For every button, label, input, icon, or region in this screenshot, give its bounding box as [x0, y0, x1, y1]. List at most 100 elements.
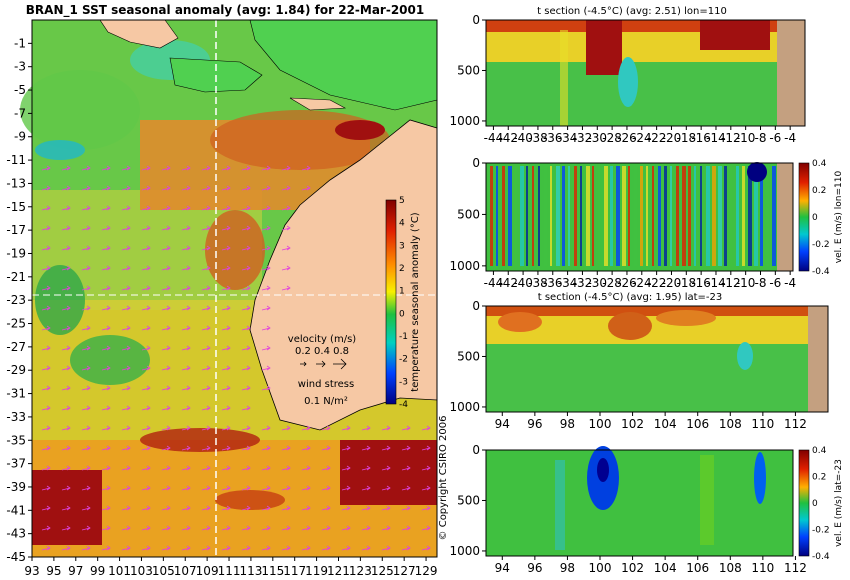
panel-x-tick-label: 98 — [560, 417, 575, 431]
velocity-vector — [141, 245, 151, 251]
velocity-vector — [41, 425, 51, 431]
velocity-vector — [261, 525, 271, 531]
panel-x-tick-label: -16 — [691, 276, 711, 290]
velocity-vector — [61, 505, 71, 511]
panel-colorbar-tick-label: 0.4 — [812, 159, 827, 169]
velocity-vector — [201, 445, 211, 451]
panel-3-y-ticks: 0 500 1000 — [449, 299, 486, 414]
panel-x-tick-label: -12 — [721, 276, 741, 290]
map-x-tick-label: 103 — [130, 564, 153, 578]
velocity-vector — [81, 525, 91, 531]
panel-x-tick-label: 112 — [784, 561, 807, 575]
velocity-vector — [421, 445, 431, 451]
velocity-vector — [241, 505, 251, 511]
map-colorbar-label: temperature seasonal anomaly (°C) — [410, 212, 421, 391]
velocity-stripe — [664, 166, 667, 266]
velocity-vector — [241, 205, 251, 211]
velocity-vector — [141, 405, 151, 411]
velocity-vector — [401, 545, 411, 551]
velocity-vector — [201, 305, 211, 311]
velocity-vector — [201, 225, 211, 231]
velocity-vector — [121, 205, 131, 211]
velocity-vector — [261, 265, 271, 271]
map-x-tick-label: 125 — [371, 564, 394, 578]
panel-y-tick-label: 0 — [472, 156, 480, 170]
velocity-vector — [341, 465, 351, 471]
panel-x-tick-label: 100 — [589, 417, 612, 431]
velocity-vector — [81, 245, 91, 251]
velocity-vector — [121, 265, 131, 271]
velocity-vector — [61, 545, 71, 551]
panel-x-tick-label: -8 — [755, 276, 767, 290]
map-y-tick-label: -23 — [6, 293, 26, 307]
velocity-vector — [281, 525, 291, 531]
velocity-vector — [181, 365, 191, 371]
velocity-vector — [201, 545, 211, 551]
panel-x-tick-label: -34 — [558, 276, 578, 290]
panel-y-tick-label: 1000 — [449, 544, 480, 558]
map-colorbar — [385, 199, 397, 405]
velocity-stripe — [700, 166, 702, 266]
velocity-stripe — [694, 166, 696, 266]
velocity-vector — [201, 265, 211, 271]
velocity-vector — [201, 385, 211, 391]
velocity-vector — [101, 245, 111, 251]
velocity-vector — [61, 265, 71, 271]
velocity-vector — [181, 525, 191, 531]
velocity-stripe — [748, 166, 752, 266]
velocity-vector — [161, 245, 171, 251]
velocity-vector — [221, 485, 231, 491]
panel-x-tick-label: 110 — [751, 417, 774, 431]
velocity-vector — [161, 505, 171, 511]
map-colorbar-tick-label: 1 — [399, 287, 405, 297]
velocity-vector — [101, 185, 111, 191]
velocity-vector — [181, 185, 191, 191]
velocity-vector — [161, 165, 171, 171]
panel-colorbar-tick-label: 0 — [812, 499, 818, 509]
velocity-vector — [201, 505, 211, 511]
velocity-stripe — [766, 166, 769, 266]
map-colorbar-tick-label: 0 — [399, 309, 405, 319]
velocity-stripe — [592, 166, 594, 266]
velocity-stripe — [550, 166, 552, 266]
panel-x-tick-label: -14 — [706, 131, 726, 145]
velocity-vector — [261, 545, 271, 551]
velocity-vector — [41, 545, 51, 551]
velocity-vector — [61, 425, 71, 431]
map-colorbar-tick-label: -3 — [399, 377, 408, 387]
velocity-vector — [261, 365, 271, 371]
velocity-vector — [81, 305, 91, 311]
map-y-tick-label: -45 — [6, 550, 26, 564]
velocity-stripe — [586, 166, 590, 266]
panel-colorbar-tick-label: -0.4 — [812, 552, 830, 562]
map-x-tick-label: 107 — [174, 564, 197, 578]
velocity-vector — [301, 185, 311, 191]
velocity-vector — [161, 525, 171, 531]
map-hot-patch-sw — [32, 470, 102, 545]
velocity-stripe — [574, 166, 577, 266]
panel-y-tick-label: 0 — [472, 13, 480, 27]
velocity-vector — [41, 185, 51, 191]
panel-x-tick-label: -24 — [632, 131, 652, 145]
panel-x-tick-label: -26 — [617, 131, 637, 145]
velocity-vector — [181, 285, 191, 291]
velocity-vector — [401, 465, 411, 471]
map-y-tick-label: -3 — [14, 60, 26, 74]
velocity-vector — [101, 165, 111, 171]
panel-4-colorbar — [798, 449, 810, 557]
velocity-vector — [81, 465, 91, 471]
velocity-vector — [61, 305, 71, 311]
velocity-vector — [81, 205, 91, 211]
panel-x-tick-label: 94 — [495, 561, 510, 575]
velocity-vector — [101, 265, 111, 271]
panel-x-tick-label: -22 — [647, 131, 667, 145]
map-x-tick-label: 127 — [393, 564, 416, 578]
velocity-vector — [181, 165, 191, 171]
velocity-vector — [381, 465, 391, 471]
velocity-vector — [41, 345, 51, 351]
velocity-vector — [241, 305, 251, 311]
panel-x-tick-label: -10 — [736, 276, 756, 290]
velocity-vector — [241, 225, 251, 231]
panel-colorbar-tick-label: 0.4 — [812, 446, 827, 456]
velocity-vector — [421, 525, 431, 531]
